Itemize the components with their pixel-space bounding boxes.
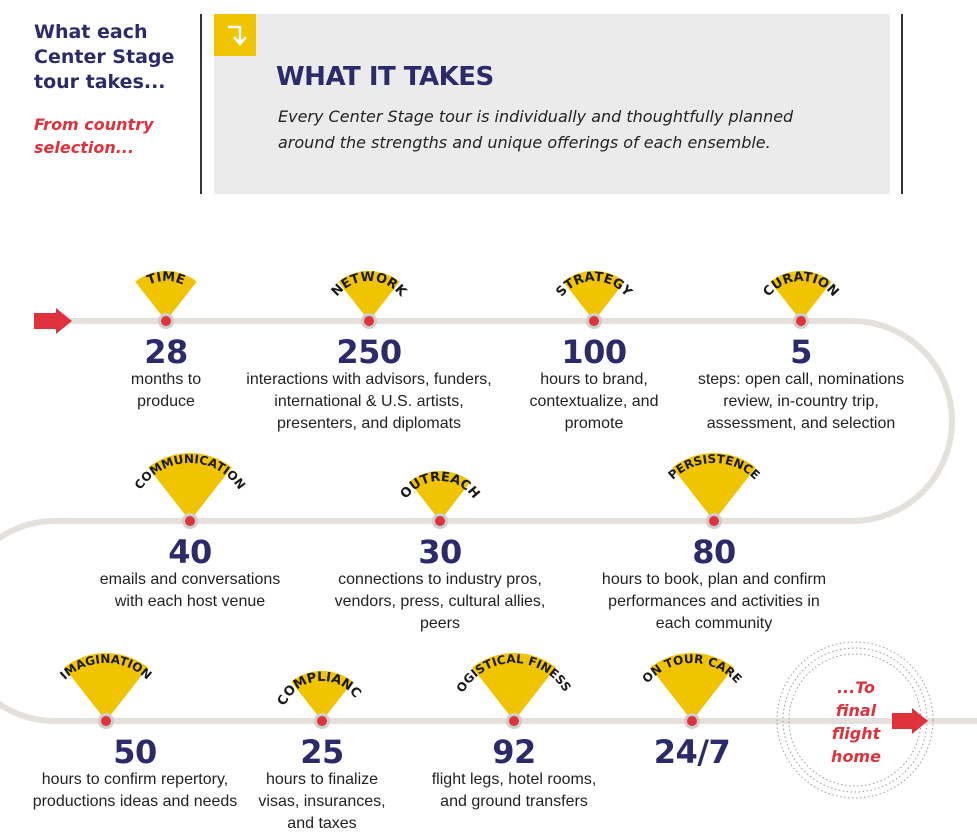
stat-description: hours to finalize visas, insurances, and… [258, 771, 386, 832]
start-arrow-icon [34, 308, 72, 334]
stat-block: 5 steps: open call, nominations review, i… [666, 335, 936, 435]
stat-description: connections to industry pros, vendors, p… [334, 571, 546, 632]
finale-text: ...To final flight home [831, 678, 881, 766]
stat-block: 24/7 [557, 735, 827, 769]
fan-wedge [291, 671, 353, 721]
stat-description: hours to confirm repertory, productions … [32, 771, 238, 810]
fan-wedge [135, 271, 197, 321]
end-arrow-icon [892, 708, 928, 734]
stat-value: 25 [300, 733, 344, 771]
milestone-communication: COMMUNICATION [132, 452, 248, 529]
stat-value: 100 [561, 333, 627, 371]
stat-block: 92 flight legs, hotel rooms, and ground t… [379, 735, 649, 813]
intro-panel: What each Center Stage tour takes... Fro… [34, 20, 194, 159]
divider-left [200, 14, 202, 194]
fan-wedge [338, 271, 400, 321]
stat-description: interactions with advisors, funders, int… [246, 371, 492, 432]
stat-value: 92 [492, 733, 536, 771]
fan-wedge [472, 653, 556, 721]
milestone-persistence: PERSISTENCE [665, 452, 763, 529]
stat-value: 50 [113, 733, 157, 771]
stat-block: 250 interactions with advisors, funders, … [234, 335, 504, 435]
callout-body: Every Center Stage tour is individually … [278, 107, 794, 152]
winding-road [0, 318, 977, 724]
fan-wedge [650, 653, 734, 721]
divider-right [901, 14, 903, 194]
milestone-time: TIME [135, 270, 197, 329]
stat-block: 40 emails and conversations with each hos… [55, 535, 325, 613]
fan-wedge [770, 270, 832, 321]
stat-block: 50 hours to confirm repertory, production… [0, 735, 270, 813]
stat-description: flight legs, hotel rooms, and ground tra… [431, 771, 597, 810]
stat-value: 80 [692, 533, 736, 571]
stat-value: 24/7 [653, 733, 731, 771]
arrow-down-right-badge [214, 14, 256, 56]
turn-arrow-icon [228, 25, 247, 46]
stat-value: 28 [144, 333, 188, 371]
stat-block: 25 hours to finalize visas, insurances, a… [187, 735, 457, 835]
stat-value: 250 [336, 333, 402, 371]
callout-title: WHAT IT TAKES [276, 62, 494, 92]
stat-value: 30 [418, 533, 462, 571]
milestone-on-tour-care: ON TOUR CARE [639, 652, 745, 729]
intro-title: What each Center Stage tour takes... [34, 21, 175, 93]
fan-wedge [409, 470, 471, 521]
stat-block: 80 hours to book, plan and confirm perfor… [579, 535, 849, 635]
stat-description: emails and conversations with each host … [99, 571, 281, 610]
fan-wedge [148, 453, 232, 521]
stat-description: months to produce [130, 371, 202, 410]
stat-description: hours to book, plan and confirm performa… [601, 571, 827, 632]
stat-value: 40 [168, 533, 212, 571]
stat-block: 100 hours to brand, contextualize, and pr… [459, 335, 729, 435]
fan-wedge [64, 653, 148, 721]
stat-block: 28 months to produce [31, 335, 301, 413]
milestone-curation: CURATION [760, 270, 841, 329]
fan-wedge [563, 271, 625, 321]
stat-description: hours to brand, contextualize, and promo… [529, 371, 659, 432]
stat-value: 5 [790, 333, 812, 371]
fan-wedge [672, 453, 756, 521]
milestone-imagination: IMAGINATION [57, 652, 154, 729]
what-it-takes-callout: WHAT IT TAKES Every Center Stage tour is… [214, 14, 890, 194]
stat-description: steps: open call, nominations review, in… [697, 371, 905, 432]
intro-subtitle: From country selection... [34, 115, 154, 157]
stat-block: 30 connections to industry pros, vendors,… [305, 535, 575, 635]
